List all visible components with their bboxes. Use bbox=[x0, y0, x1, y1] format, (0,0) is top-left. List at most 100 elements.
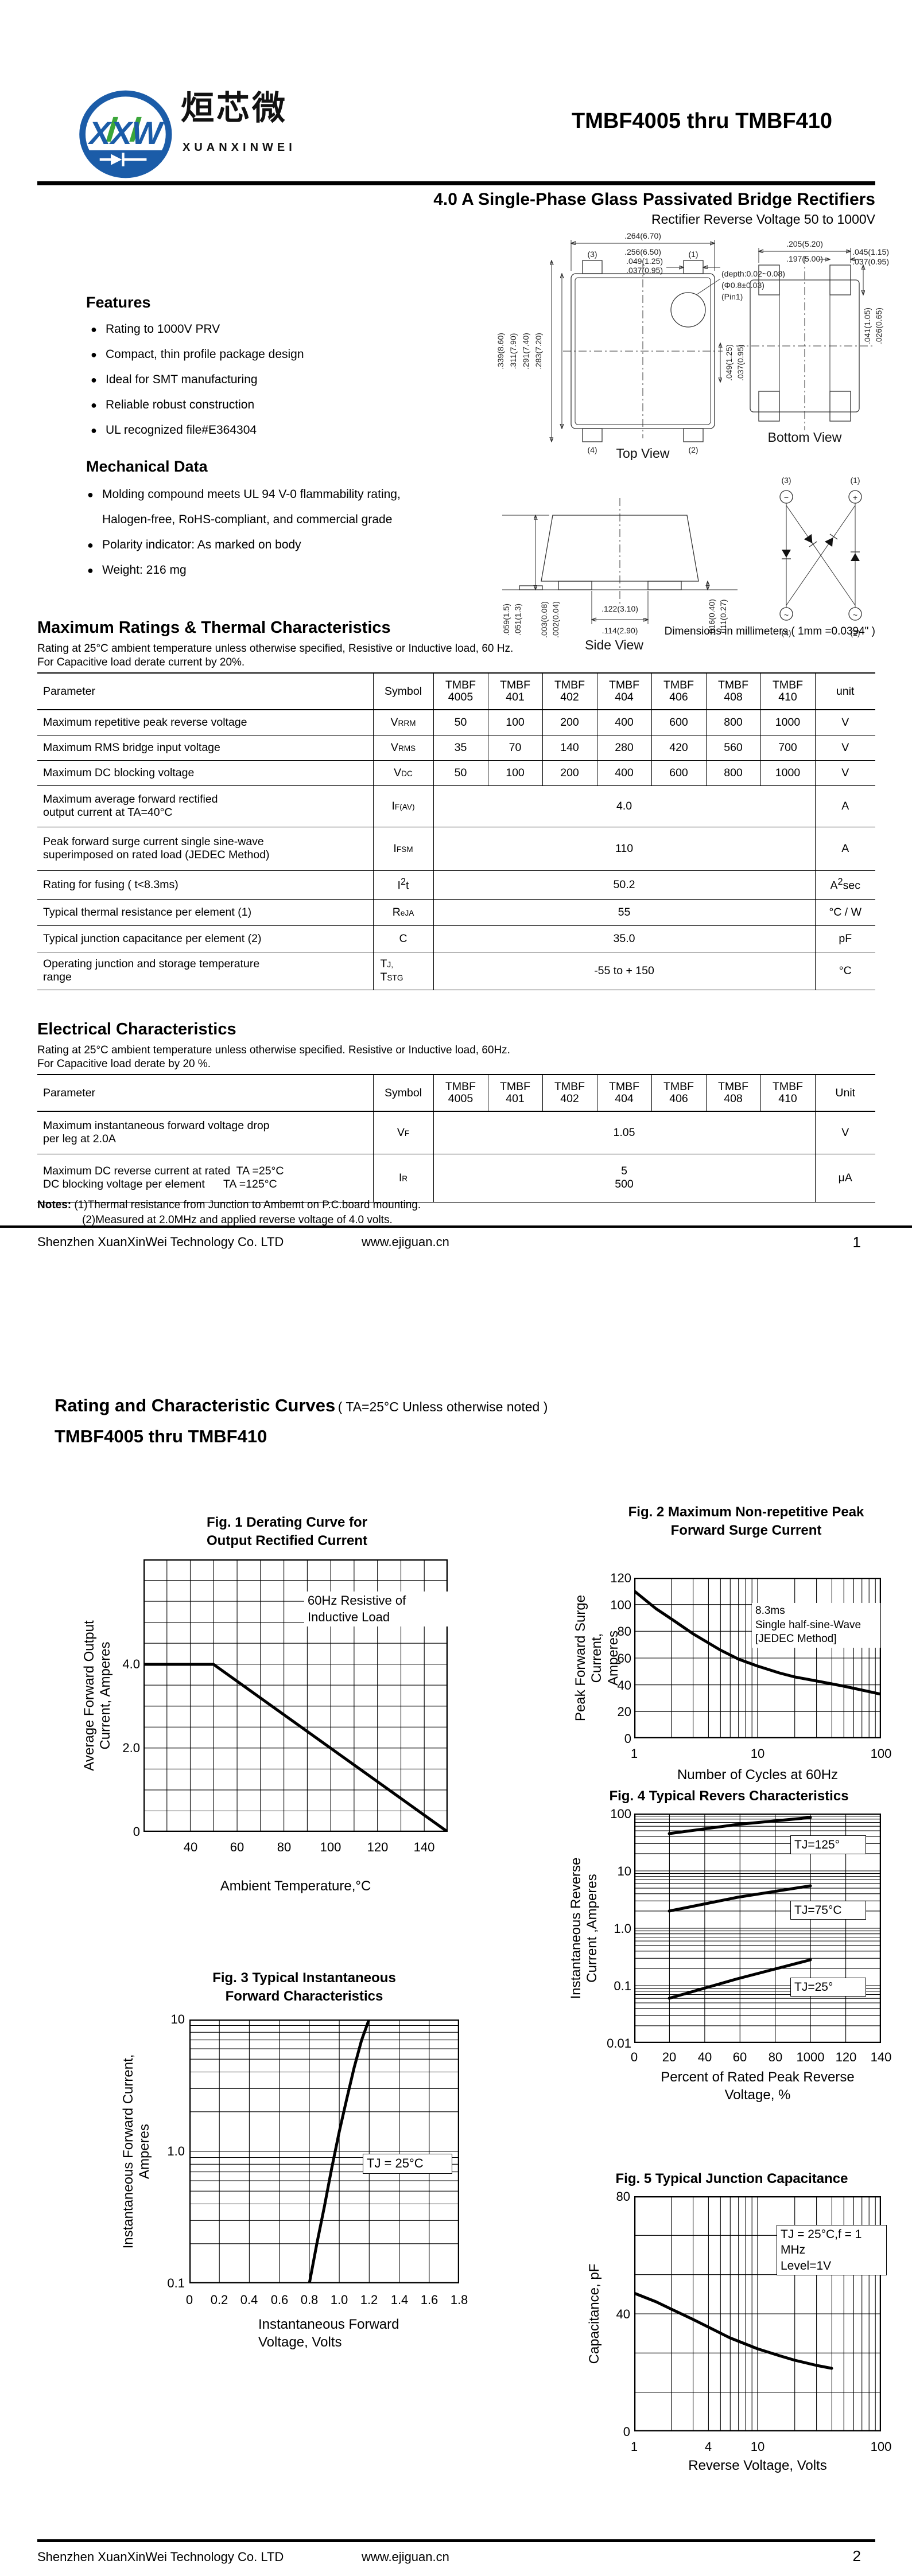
table-row: Typical thermal resistance per element (… bbox=[37, 899, 875, 925]
x-tick: 100 bbox=[320, 1840, 341, 1854]
page-subtitle: Rectifier Reverse Voltage 50 to 1000V bbox=[651, 212, 875, 227]
symbol-cell: ReJA bbox=[372, 899, 433, 925]
y-tick: 20 bbox=[617, 1705, 631, 1719]
col-part: TMBF 410 bbox=[760, 673, 815, 710]
fig3-annotation: TJ = 25°C bbox=[363, 2154, 452, 2174]
fig2-title: Fig. 2 Maximum Non-repetitive Peak Forwar… bbox=[628, 1504, 864, 1539]
table-row: Maximum average forward rectified output … bbox=[37, 785, 875, 827]
footer-divider bbox=[0, 1225, 912, 1228]
fig5-plot: TJ = 25°C,f = 1 MHz Level=1V bbox=[634, 2196, 887, 2431]
top-view-drawing: .264(6.70) .256(6.50) .049(1.25) .037(0.… bbox=[491, 231, 824, 463]
svg-text:(1): (1) bbox=[688, 250, 698, 259]
bottom-view-drawing: .205(5.20) .197(5.00) .045(1.15) .037(0.… bbox=[719, 239, 891, 449]
svg-text:.026(0.65): .026(0.65) bbox=[874, 308, 883, 344]
company-logo: XXW bbox=[77, 85, 176, 186]
col-part: TMBF 4005 bbox=[433, 673, 488, 710]
bullet-icon: ● bbox=[91, 374, 97, 386]
col-part: TMBF 410 bbox=[760, 1075, 815, 1111]
fig4-ylabel: Instantaneous Reverse Current ,Amperes bbox=[568, 1857, 600, 1999]
x-tick: 0 bbox=[185, 2293, 193, 2307]
y-tick: 2.0 bbox=[122, 1741, 140, 1755]
col-part: TMBF 401 bbox=[487, 1075, 542, 1111]
mechanical-list: ● Molding compound meets UL 94 V-0 flamma… bbox=[87, 482, 401, 583]
x-tick: 40 bbox=[697, 2050, 712, 2064]
fig4-xlabel: Percent of Rated Peak Reverse Voltage, % bbox=[661, 2069, 855, 2103]
brand-name-chinese: 烜芯微 bbox=[181, 90, 288, 127]
table-row: Typical junction capacitance per element… bbox=[37, 925, 875, 952]
y-tick: 0.1 bbox=[167, 2276, 185, 2290]
fig1-plot: 60Hz Resistive of Inductive Load bbox=[143, 1559, 449, 1832]
page2-heading: Rating and Characteristic Curves ( TA=25… bbox=[55, 1395, 548, 1416]
header-divider bbox=[37, 181, 875, 185]
y-tick: 80 bbox=[617, 1624, 631, 1639]
svg-text:.049(1.25): .049(1.25) bbox=[724, 344, 734, 381]
fig5-xlabel: Reverse Voltage, Volts bbox=[688, 2458, 827, 2473]
x-tick: 1.6 bbox=[420, 2293, 438, 2307]
svg-text:(Φ0.8±0.03): (Φ0.8±0.03) bbox=[721, 281, 764, 290]
svg-text:.045(1.15): .045(1.15) bbox=[852, 247, 889, 256]
y-tick: 100 bbox=[610, 1807, 631, 1821]
y-tick: 10 bbox=[617, 1864, 631, 1878]
fig1-annotation: 60Hz Resistive of Inductive Load bbox=[304, 1591, 449, 1627]
footer-website[interactable]: www.ejiguan.cn bbox=[362, 2550, 449, 2564]
features-heading: Features bbox=[86, 294, 151, 311]
list-item: ● Reliable robust construction bbox=[91, 392, 304, 418]
svg-text:.037(0.95): .037(0.95) bbox=[736, 344, 745, 381]
list-item: ● UL recognized file#E364304 bbox=[91, 418, 304, 443]
y-tick: 0 bbox=[133, 1824, 140, 1839]
electrical-table: Parameter Symbol TMBF 4005 TMBF 401 TMBF 40… bbox=[37, 1074, 875, 1203]
x-tick: 100 bbox=[870, 2439, 892, 2454]
y-tick: 4.0 bbox=[122, 1657, 140, 1671]
bullet-icon: ● bbox=[87, 565, 94, 576]
svg-text:(3): (3) bbox=[781, 476, 791, 485]
footer-website[interactable]: www.ejiguan.cn bbox=[362, 1235, 449, 1249]
fig5-ylabel: Capacitance, pF bbox=[587, 2263, 602, 2364]
x-tick: 1 bbox=[630, 2439, 638, 2454]
svg-text:(2): (2) bbox=[688, 445, 698, 454]
y-tick: 0 bbox=[623, 2425, 630, 2439]
rating-condition-1: Rating at 25°C ambient temperature unles… bbox=[37, 643, 514, 655]
table-header-row: Parameter Symbol TMBF 4005 TMBF 401 TMBF 40… bbox=[37, 1075, 875, 1111]
symbol-cell: VRMS bbox=[372, 735, 433, 760]
col-part: TMBF 406 bbox=[651, 1075, 706, 1111]
bullet-icon: ● bbox=[91, 349, 97, 360]
fig4-label-125: TJ=125° bbox=[790, 1835, 866, 1855]
fig4-label-75: TJ=75°C bbox=[790, 1901, 866, 1920]
col-part: TMBF 408 bbox=[705, 673, 760, 710]
svg-text:.264(6.70): .264(6.70) bbox=[624, 231, 661, 240]
x-tick: 1.0 bbox=[330, 2293, 348, 2307]
x-tick: 1.8 bbox=[450, 2293, 468, 2307]
x-tick: 10 bbox=[750, 1746, 765, 1761]
x-tick: 60 bbox=[732, 2050, 747, 2064]
x-tick: 100 bbox=[870, 1746, 892, 1761]
table-row: Rating for fusing ( t<8.3ms) I2t 50.2 A2… bbox=[37, 870, 875, 899]
x-tick: 20 bbox=[662, 2050, 677, 2064]
svg-text:Bottom View: Bottom View bbox=[768, 430, 842, 445]
footer-divider bbox=[37, 2539, 875, 2542]
symbol-cell: I2t bbox=[372, 870, 433, 899]
fig1-title: Fig. 1 Derating Curve for Output Rectifie… bbox=[206, 1515, 368, 1549]
col-symbol: Symbol bbox=[372, 1075, 433, 1111]
max-ratings-heading: Maximum Ratings & Thermal Characteristic… bbox=[37, 618, 391, 637]
list-item: Halogen-free, RoHS-compliant, and commer… bbox=[102, 513, 393, 526]
x-tick: 80 bbox=[768, 2050, 783, 2064]
figure-1: Fig. 1 Derating Curve for Output Rectifie… bbox=[52, 1503, 459, 1905]
table-row: Maximum RMS bridge input voltage VRMS 35… bbox=[37, 735, 875, 760]
col-parameter: Parameter bbox=[43, 1086, 96, 1099]
svg-text:.037(0.95): .037(0.95) bbox=[626, 266, 663, 275]
col-part: TMBF 404 bbox=[596, 1075, 651, 1111]
x-tick: 0.4 bbox=[240, 2293, 258, 2307]
symbol-cell: VDC bbox=[372, 760, 433, 785]
list-item: ● Ideal for SMT manufacturing bbox=[91, 367, 304, 392]
dimensions-note: Dimensions in millimeters ( 1mm =0.0394"… bbox=[664, 625, 875, 637]
notes-line-2: (2)Measured at 2.0MHz and applied revers… bbox=[82, 1214, 393, 1226]
col-parameter: Parameter bbox=[43, 684, 96, 698]
list-item: ● Compact, thin profile package design bbox=[91, 342, 304, 367]
x-tick: 0.2 bbox=[210, 2293, 228, 2307]
svg-text:~: ~ bbox=[853, 610, 857, 620]
logo-letters: XXW bbox=[87, 115, 165, 151]
max-ratings-table-wrap: Parameter Symbol TMBF 4005 TMBF 401 TMBF 40… bbox=[37, 672, 875, 990]
notes-line-1: Notes: (1)Thermal resistance from Juncti… bbox=[37, 1199, 421, 1211]
y-tick: 80 bbox=[616, 2189, 630, 2204]
col-part: TMBF 408 bbox=[705, 1075, 760, 1111]
